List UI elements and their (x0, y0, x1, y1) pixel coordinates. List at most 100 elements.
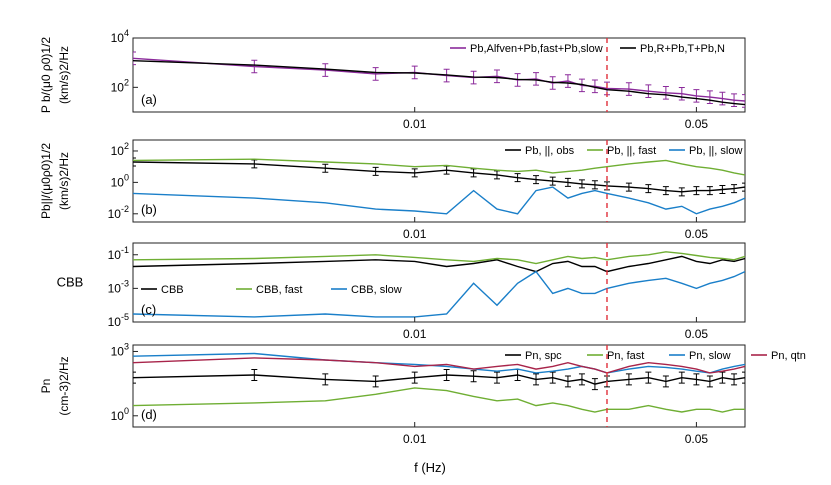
error-bar (625, 82, 632, 96)
error-bar (322, 163, 329, 173)
x-tick-label: 0.01 (403, 227, 427, 241)
error-bar (591, 79, 598, 94)
error-bar (549, 371, 556, 384)
x-tick-label: 0.05 (685, 117, 709, 131)
error-bar (372, 375, 379, 388)
y-tick-label: 102 (111, 77, 129, 94)
y-axis-label-line1: P b/(μ0 ρ0)1/2 (39, 37, 53, 114)
x-tick-label: 0.01 (403, 117, 427, 131)
error-bar (133, 371, 136, 384)
y-tick-label: 10-3 (108, 278, 129, 295)
x-tick-label: 0.01 (403, 432, 427, 446)
error-bar (662, 86, 669, 100)
y-tick-label: 10-5 (108, 312, 129, 329)
error-bar (578, 179, 585, 189)
series-line-1 (133, 255, 745, 273)
error-bar (625, 182, 632, 192)
series-group (133, 157, 745, 215)
legend-entry: CBB, fast (256, 284, 302, 296)
error-bar (742, 94, 745, 108)
error-bar (411, 371, 418, 384)
error-bar (493, 69, 500, 84)
x-tick-label: 0.01 (403, 327, 427, 341)
error-bar (372, 67, 379, 81)
error-bar (133, 51, 136, 66)
y-tick-label: 10-1 (108, 245, 129, 262)
panel-label: (d) (141, 407, 157, 422)
series-line-2 (133, 60, 745, 106)
series-group (133, 352, 745, 413)
series-line-3 (133, 352, 745, 374)
series-line-1 (133, 161, 745, 193)
error-bar (564, 177, 571, 187)
series-line-2 (133, 251, 745, 265)
panel-1: 102 104 0.01 0.05 (a) P b/(μ0 ρ0)1/2 (km/s)2/H… (39, 28, 746, 131)
series-line-3 (133, 186, 745, 215)
error-bar (578, 373, 585, 386)
series-group (133, 251, 745, 318)
x-tick-label: 0.05 (685, 227, 709, 241)
series-group (133, 51, 745, 108)
legend-entry: Pb,Alfven+Pb,fast+Pb,slow (470, 43, 603, 55)
y-axis-label: CBB (57, 275, 84, 290)
error-bar (719, 185, 726, 195)
error-bar (591, 180, 598, 190)
error-bar (662, 186, 669, 196)
x-tick-label: 0.05 (685, 327, 709, 341)
error-bar (678, 86, 685, 101)
error-bar (719, 371, 726, 384)
error-bar (514, 173, 521, 183)
y-tick-label: 10-2 (108, 204, 129, 221)
panels: 102 104 0.01 0.05 (a) P b/(μ0 ρ0)1/2 (km/s)2/H… (39, 28, 806, 446)
legend-entry: Pn, spc (525, 350, 562, 362)
legend-entry: Pn, qtn (771, 350, 806, 362)
y-axis-label-line1: Pn (39, 379, 53, 394)
error-bar (706, 186, 713, 196)
legend: CBB CBB, fast CBB, slow (141, 284, 402, 296)
error-bar (578, 78, 585, 93)
error-bar (742, 371, 745, 384)
error-bar (533, 373, 540, 386)
y-axis-label-line2: (km/s)2/Hz (57, 152, 71, 210)
legend-entry: Pb, ||, fast (607, 145, 656, 157)
error-bar (625, 373, 632, 386)
error-bar (731, 184, 738, 194)
error-bar (678, 187, 685, 197)
x-tick-label: 0.05 (685, 432, 709, 446)
error-bar (742, 182, 745, 192)
error-bar (533, 175, 540, 185)
panel-label: (a) (141, 92, 157, 107)
error-bar (564, 74, 571, 88)
error-bar (322, 373, 329, 386)
legend-entry: CBB (161, 284, 184, 296)
series-line-4 (133, 357, 745, 374)
legend: Pb,Alfven+Pb,fast+Pb,slow Pb,R+Pb,T+Pb,N (450, 43, 725, 55)
error-bar (678, 371, 685, 384)
y-tick-label: 102 (111, 141, 129, 158)
series-line-2 (133, 387, 745, 413)
error-bar (645, 84, 652, 98)
error-bar (662, 375, 669, 388)
y-tick-label: 104 (111, 28, 129, 45)
error-bar (706, 375, 713, 388)
axes-box (132, 139, 746, 223)
panel-label: (b) (141, 202, 157, 217)
panel-2: 102 100 10-2 0.01 0.05 (b) Pb||/(μ0ρ0)1/2 (km/s… (39, 139, 746, 241)
error-bar (251, 369, 258, 381)
legend: Pn, spc Pn, fast Pn, slow Pn, qtn (505, 350, 806, 362)
axes-box (132, 37, 746, 113)
error-bar (322, 63, 329, 77)
legend-entry: Pb, ||, slow (689, 145, 742, 157)
legend-entry: Pn, slow (689, 350, 731, 362)
series-line-1 (133, 374, 745, 385)
error-bar (693, 186, 700, 196)
error-bar (645, 184, 652, 194)
y-tick-label: 103 (111, 341, 129, 358)
panel-label: (c) (141, 302, 156, 317)
error-bar (731, 373, 738, 386)
error-bar (493, 371, 500, 384)
error-bar (693, 89, 700, 103)
y-axis-label-line2: (km/s)2/Hz (57, 46, 71, 104)
